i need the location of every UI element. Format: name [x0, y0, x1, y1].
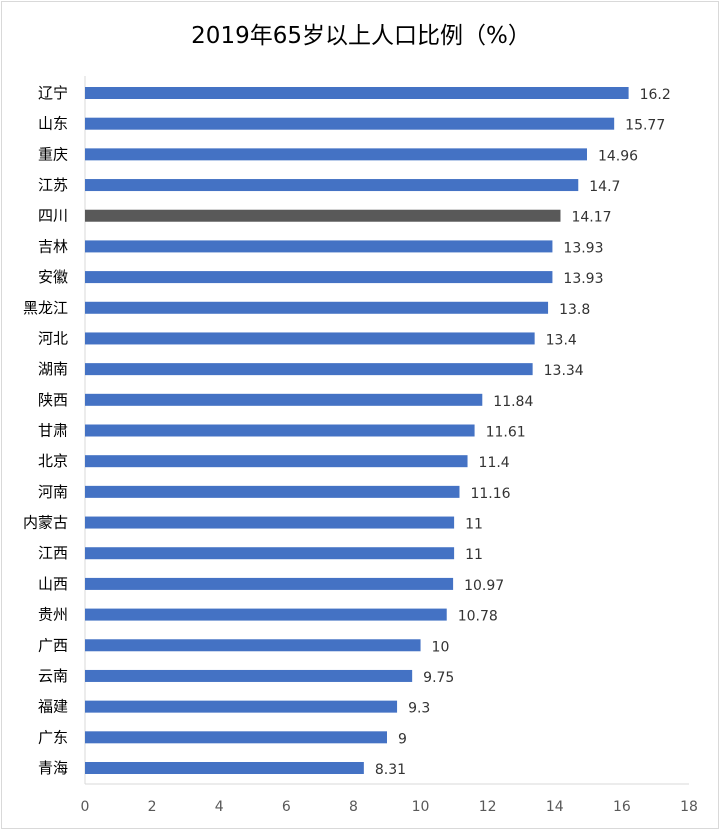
value-label: 13.93	[563, 271, 603, 287]
value-label: 11	[465, 517, 483, 533]
category-label: 湖南	[38, 360, 68, 378]
category-label: 广西	[38, 636, 68, 654]
value-label: 9	[398, 731, 407, 747]
bar	[85, 608, 447, 621]
value-label: 10.97	[464, 578, 504, 594]
value-label: 13.34	[544, 363, 584, 379]
x-tick-label: 8	[349, 799, 358, 815]
category-label: 云南	[38, 667, 68, 685]
category-label: 江苏	[38, 176, 68, 194]
bar	[85, 240, 553, 253]
bar	[85, 700, 398, 713]
value-label: 9.3	[408, 701, 430, 717]
x-tick-label: 0	[81, 799, 90, 815]
bar	[85, 424, 475, 437]
bar	[85, 639, 421, 652]
category-label: 黑龙江	[23, 299, 68, 317]
category-label: 江西	[38, 544, 68, 562]
x-tick-label: 16	[613, 799, 631, 815]
value-label: 14.17	[571, 210, 611, 226]
bar	[85, 731, 387, 744]
chart-title: 2019年65岁以上人口比例（%）	[191, 23, 531, 49]
x-tick-label: 6	[282, 799, 291, 815]
category-label: 河南	[38, 483, 68, 501]
bar	[85, 271, 553, 284]
bar	[85, 516, 455, 529]
category-label: 陕西	[38, 391, 68, 409]
value-label: 11.61	[486, 425, 526, 441]
category-label: 四川	[38, 207, 68, 225]
x-tick-label: 14	[546, 799, 564, 815]
category-label: 青海	[38, 759, 68, 777]
bar	[85, 117, 615, 130]
category-label: 山东	[38, 115, 68, 133]
value-label: 8.31	[375, 762, 406, 778]
bar	[85, 577, 454, 590]
bar	[85, 179, 579, 192]
category-label: 北京	[38, 452, 68, 470]
value-label: 11.16	[470, 486, 510, 502]
bar	[85, 209, 561, 222]
category-label: 山西	[38, 575, 68, 593]
value-label: 9.75	[423, 670, 454, 686]
bar	[85, 87, 629, 99]
value-label: 13.4	[546, 332, 577, 348]
bar	[85, 455, 468, 468]
value-label: 11.84	[493, 394, 533, 410]
bar	[85, 547, 455, 560]
category-label: 内蒙古	[23, 514, 68, 532]
category-label: 河北	[38, 329, 68, 347]
category-label: 甘肃	[38, 422, 68, 440]
category-label: 贵州	[38, 606, 68, 624]
value-label: 10	[432, 639, 450, 655]
value-label: 13.93	[563, 240, 603, 256]
category-label: 安徽	[38, 268, 68, 286]
category-label: 福建	[38, 698, 68, 716]
bar	[85, 485, 460, 498]
value-label: 16.2	[640, 87, 671, 103]
bar	[85, 148, 587, 161]
bar	[85, 393, 483, 406]
value-label: 10.78	[458, 609, 498, 625]
bar	[85, 363, 533, 376]
x-tick-label: 4	[215, 799, 224, 815]
category-label: 吉林	[38, 237, 68, 255]
x-tick-label: 2	[148, 799, 157, 815]
bar	[85, 762, 364, 774]
value-label: 15.77	[625, 118, 665, 134]
bar	[85, 332, 535, 345]
category-label: 重庆	[38, 145, 68, 163]
x-tick-label: 12	[479, 799, 497, 815]
value-label: 14.7	[589, 179, 620, 195]
value-label: 11.4	[479, 455, 510, 471]
value-label: 14.96	[598, 148, 638, 164]
category-label: 广东	[38, 728, 68, 746]
bar	[85, 669, 413, 682]
bar	[85, 301, 549, 314]
x-tick-label: 18	[680, 799, 698, 815]
value-label: 11	[465, 547, 483, 563]
category-label: 辽宁	[38, 84, 68, 102]
value-label: 13.8	[559, 302, 590, 318]
x-tick-label: 10	[412, 799, 430, 815]
